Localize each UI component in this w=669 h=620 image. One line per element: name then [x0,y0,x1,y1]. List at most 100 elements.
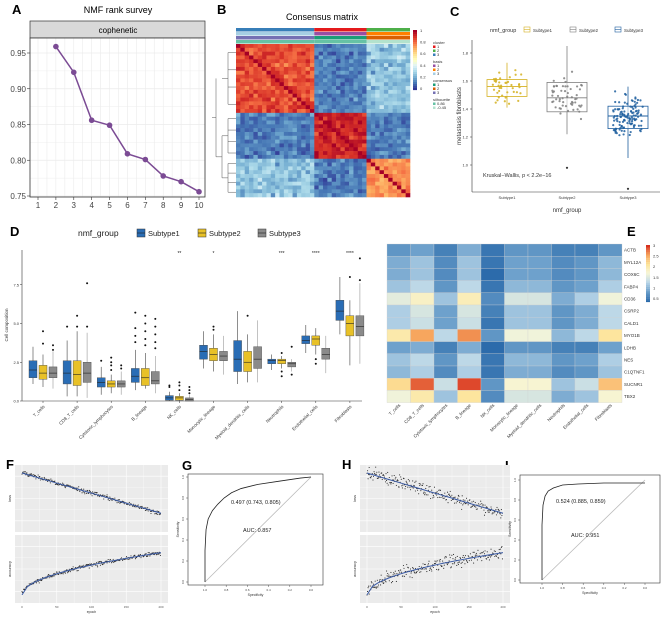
heatmap-cell [379,51,385,56]
heatmap-cell [457,243,482,257]
colorbar-segment [413,34,417,37]
data-point [452,558,454,560]
heatmap-cell [336,109,341,114]
heatmap-cell [262,193,267,198]
heatmap-cell [279,151,285,156]
y-tick-label: 0.0 [13,399,19,404]
heatmap-cell [253,139,259,144]
row-label: CALD1 [624,321,639,326]
heatmap-cell [266,116,272,121]
heatmap-cell [314,93,319,98]
heatmap-cell [236,59,241,64]
jitter-point [570,96,573,99]
heatmap-cell [305,158,311,163]
heatmap-cell [357,154,363,160]
panel-g-roc: 1.0 0.8 0.6 0.4 0.2 0.00.00.20.40.60.81.0Spec… [176,473,324,597]
heatmap-cell [244,59,250,64]
heatmap-cell [357,93,363,98]
heatmap-cell [249,174,254,179]
heatmap-cell [253,51,259,56]
heatmap-cell [253,66,259,72]
heatmap-cell [405,124,411,129]
heatmap-cell [340,170,346,175]
heatmap-cell [270,124,276,129]
heatmap-cell [370,193,376,198]
heatmap-cell [240,177,245,182]
data-point [421,568,423,571]
heatmap-cell [357,174,363,179]
heatmap-cell [366,112,372,117]
data-point [396,480,398,482]
jitter-point [621,113,624,116]
heatmap-cell [383,158,389,163]
data-point [62,573,64,575]
heatmap-cell [353,74,359,79]
jitter-point [618,128,621,131]
heatmap-cell [288,147,293,152]
heatmap-cell [379,131,385,137]
data-point [409,489,412,491]
data-point [438,489,440,491]
heatmap-cell [309,143,315,148]
data-point [91,495,93,497]
heatmap-cell [283,154,289,160]
y-tick-label: 1.0 [513,478,517,483]
heatmap-cell [551,243,576,257]
heatmap-cell [283,181,289,186]
heatmap-cell [327,66,332,72]
heatmap-cell [383,151,389,156]
heatmap-cell [366,147,372,152]
data-point [377,586,379,588]
colorbar-segment [646,273,650,276]
jitter-point [496,91,499,94]
heatmap-cell [331,109,337,114]
data-point [70,568,73,570]
heatmap-cell [249,189,254,194]
heatmap-cell [396,189,402,194]
diagonal-reference [204,476,312,583]
heatmap-cell [283,59,289,64]
heatmap-cell [296,170,302,175]
outlier-point [246,314,249,317]
data-point [413,571,415,573]
facet-label: cophenetic [99,26,138,35]
heatmap-cell [401,139,406,144]
heatmap-cell [314,128,319,133]
row-label: FABP4 [624,284,639,289]
heatmap-cell [266,59,272,64]
data-point [124,151,131,157]
heatmap-cell [244,116,250,121]
data-point [474,502,476,504]
data-point [449,490,451,492]
heatmap-cell [340,181,346,186]
outlier-point [154,347,157,350]
heatmap-cell [323,128,328,133]
data-point [454,558,456,560]
heatmap-cell [327,151,332,156]
heatmap-cell [331,143,337,148]
heatmap-cell [349,105,354,110]
heatmap-cell [370,112,376,117]
jitter-point [636,98,640,102]
data-point [462,555,464,557]
heatmap-cell [279,101,285,106]
data-point [80,488,83,490]
heatmap-cell [370,162,376,167]
heatmap-cell [318,86,324,91]
heatmap-cell [292,143,298,148]
heatmap-cell [240,139,245,144]
data-point [139,507,141,509]
heatmap-cell [253,101,259,106]
heatmap-cell [357,177,363,182]
heatmap-cell [401,105,406,110]
data-point [469,553,471,555]
outlier-point [110,356,113,359]
jitter-point [621,107,624,110]
heatmap-cell [236,66,241,72]
legend-label: Subtype3 [624,28,644,33]
heatmap-cell [405,147,411,152]
outlier-point [110,361,113,364]
data-point [140,505,142,508]
heatmap-cell [296,166,302,171]
trend-line [366,472,504,514]
